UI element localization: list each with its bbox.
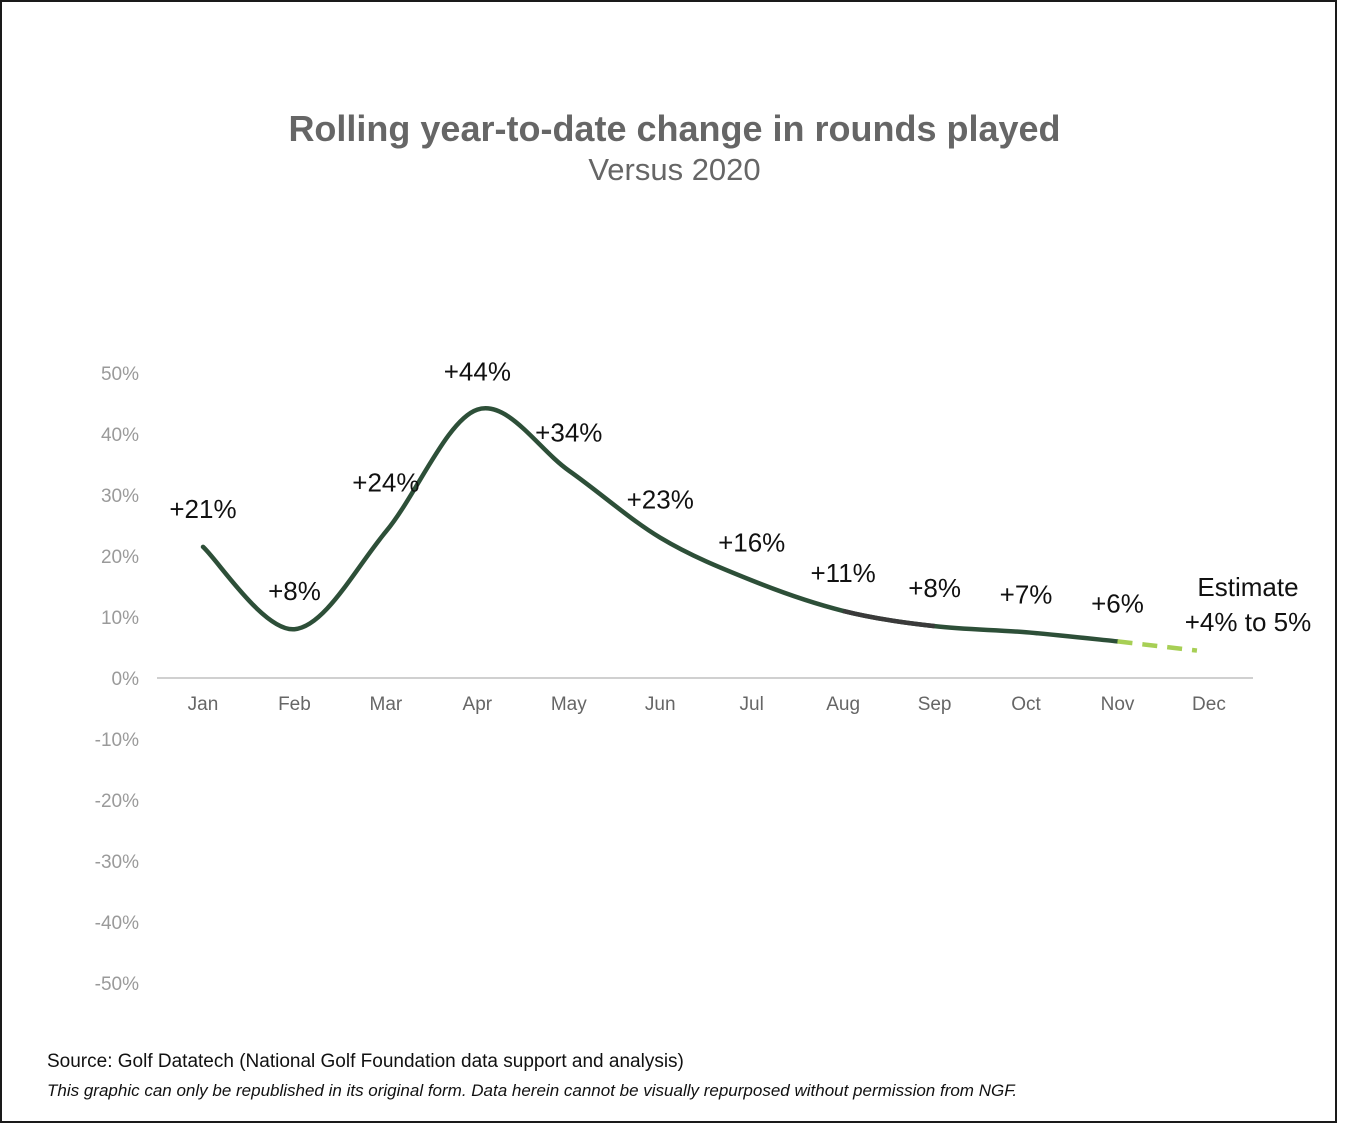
y-tick-label: 30% bbox=[101, 486, 139, 507]
y-tick-label: 40% bbox=[101, 425, 139, 446]
chart-title: Rolling year-to-date change in rounds pl… bbox=[288, 108, 1061, 149]
data-labels: +21% +8% +24% +44% +34% +23% +16% +11% +8% +7% +6% bbox=[169, 357, 1144, 619]
x-tick-label: Feb bbox=[278, 694, 311, 715]
annotation-text: +4% to 5% bbox=[1185, 607, 1311, 637]
x-tick-label: Nov bbox=[1101, 694, 1135, 715]
data-label: +6% bbox=[1091, 588, 1144, 618]
estimate-line bbox=[1117, 639, 1198, 653]
chart-subtitle: Versus 2020 bbox=[588, 152, 761, 187]
x-tick-label: Jul bbox=[740, 694, 764, 715]
data-label: +21% bbox=[169, 494, 236, 524]
data-label: +11% bbox=[811, 558, 876, 588]
data-label: +16% bbox=[718, 527, 785, 557]
y-tick-label: -30% bbox=[95, 852, 139, 873]
y-tick-label: 0% bbox=[112, 669, 140, 690]
data-label: +24% bbox=[352, 468, 419, 498]
estimate-annotation: Estimate +4% to 5% bbox=[1185, 572, 1311, 637]
x-tick-label: Aug bbox=[826, 694, 860, 715]
data-label: +8% bbox=[268, 576, 321, 606]
y-tick-label: -10% bbox=[95, 730, 139, 751]
y-tick-label: -50% bbox=[95, 974, 139, 995]
series-line-segment bbox=[842, 608, 935, 629]
y-tick-label: 10% bbox=[101, 608, 139, 629]
y-tick-label: -20% bbox=[95, 791, 139, 812]
source-note: Source: Golf Datatech (National Golf Fou… bbox=[47, 1051, 684, 1072]
data-label: +34% bbox=[535, 418, 602, 448]
annotation-text: Estimate bbox=[1197, 572, 1298, 602]
y-tick-label: -40% bbox=[95, 913, 139, 934]
data-label: +44% bbox=[444, 357, 511, 387]
x-tick-label: Jun bbox=[645, 694, 676, 715]
data-label: +7% bbox=[1000, 579, 1053, 609]
x-tick-label: Oct bbox=[1011, 694, 1041, 715]
y-tick-label: 50% bbox=[101, 364, 139, 385]
x-tick-label: Mar bbox=[370, 694, 403, 715]
x-tick-label: Sep bbox=[918, 694, 952, 715]
x-tick-label: Jan bbox=[188, 694, 219, 715]
series-line bbox=[200, 406, 1120, 644]
disclaimer-note: This graphic can only be republished in … bbox=[47, 1081, 1018, 1100]
x-axis-ticks: Jan Feb Mar Apr May Jun Jul Aug Sep Oct Nov Dec bbox=[188, 694, 1226, 715]
y-tick-label: 20% bbox=[101, 547, 139, 568]
x-tick-label: May bbox=[551, 694, 587, 715]
series-lines bbox=[200, 406, 1198, 653]
data-label: +23% bbox=[627, 485, 694, 515]
x-tick-label: Dec bbox=[1192, 694, 1226, 715]
x-tick-label: Apr bbox=[463, 694, 493, 715]
y-axis-ticks: 50% 40% 30% 20% 10% 0% -10% -20% -30% -40% -50% bbox=[95, 364, 139, 995]
data-label: +8% bbox=[908, 573, 961, 603]
